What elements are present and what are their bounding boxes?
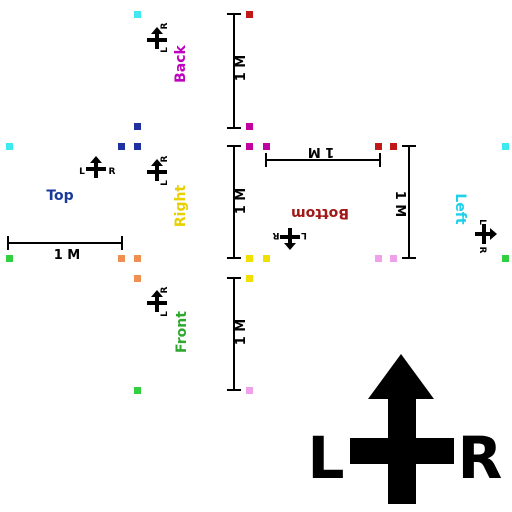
scale-bar-back — [227, 13, 241, 129]
marker-orange — [118, 255, 125, 262]
scale-bar-front — [227, 277, 241, 391]
lr-arrow-letter-l-right: L — [160, 180, 170, 186]
lr-arrow-letter-r-right: R — [160, 155, 170, 162]
marker-blue — [118, 143, 125, 150]
marker-pink — [375, 255, 382, 262]
marker-magenta — [246, 143, 253, 150]
marker-darkred — [390, 143, 397, 150]
scale-bar-left — [402, 145, 416, 259]
corner-markers — [6, 11, 509, 394]
lr-arrow-icon-right — [147, 159, 167, 181]
face-label-front: Front — [174, 311, 190, 353]
marker-pink — [390, 255, 397, 262]
lr-arrow-letter-r-back: R — [160, 22, 170, 29]
lr-arrow-letter-l-top: L — [79, 167, 85, 177]
lr-arrow-icon-left — [475, 224, 497, 244]
lr-arrow-letter-l-back: L — [160, 47, 170, 53]
face-label-left: Left — [452, 193, 468, 225]
scale-label-right: 1 M — [234, 188, 249, 215]
marker-blue — [134, 123, 141, 130]
marker-green — [502, 255, 509, 262]
scale-bar-right — [227, 145, 241, 259]
lr-arrow-letter-r-front: R — [160, 286, 170, 293]
face-label-right: Right — [173, 185, 189, 228]
marker-green — [134, 387, 141, 394]
face-label-top: Top — [46, 188, 73, 204]
marker-cyan — [134, 11, 141, 18]
lr-legend-arrow-icon — [350, 354, 454, 504]
lr-arrow-icon-bottom — [280, 228, 300, 250]
marker-blue — [134, 143, 141, 150]
lr-arrow-letter-r-bottom: R — [272, 230, 279, 240]
scale-label-left: 1 M — [392, 191, 407, 218]
marker-yellow — [263, 255, 270, 262]
face-label-bottom: Bottom — [291, 205, 349, 221]
marker-yellow — [246, 255, 253, 262]
lr-arrow-letter-l-front: L — [160, 311, 170, 317]
scale-bar-top — [7, 236, 123, 250]
scale-bar-bottom — [265, 153, 381, 167]
marker-darkred — [375, 143, 382, 150]
scale-label-top: 1 M — [54, 248, 81, 263]
marker-cyan — [502, 143, 509, 150]
marker-magenta — [263, 143, 270, 150]
marker-yellow — [246, 275, 253, 282]
lr-arrow-icon-top — [86, 156, 106, 178]
marker-darkred — [246, 11, 253, 18]
lr-arrow-letter-r-top: R — [109, 167, 116, 177]
marker-orange — [134, 255, 141, 262]
scale-label-bottom: 1 M — [308, 144, 335, 159]
marker-magenta — [246, 123, 253, 130]
scale-label-back: 1 M — [234, 55, 249, 82]
marker-green — [6, 255, 13, 262]
lr-arrow-icon-back — [147, 27, 167, 49]
marker-orange — [134, 275, 141, 282]
marker-pink — [246, 387, 253, 394]
scale-label-front: 1 M — [234, 319, 249, 346]
marker-cyan — [6, 143, 13, 150]
lr-arrow-letter-l-bottom: L — [301, 230, 307, 240]
lr-arrow-letter-l-left: L — [477, 219, 487, 225]
face-label-back: Back — [173, 44, 189, 82]
legend-letter-r: R — [458, 424, 503, 492]
lr-arrow-icon-front — [147, 290, 167, 312]
lr-arrow-letter-r-left: R — [477, 247, 487, 254]
legend-letter-l: L — [308, 424, 345, 492]
